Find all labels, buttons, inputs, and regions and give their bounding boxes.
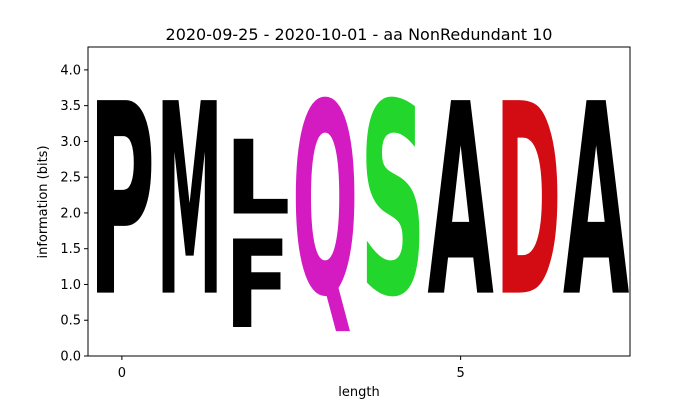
- logo-letter-d: D: [495, 49, 561, 356]
- logo-letter-l: L: [224, 119, 290, 238]
- plot-area: P M FL Q S A D A 0.0 0.5 1.0 1.5 2.0 2.5 3.0 3.5 4.0 0 5: [60, 46, 631, 381]
- plot-frame: [87, 46, 631, 357]
- logo-letter-p: P: [89, 48, 155, 356]
- y-tick-label: 1.5: [60, 242, 81, 257]
- y-axis-label: information (bits): [36, 145, 51, 258]
- x-tick-label: 0: [118, 366, 126, 381]
- logo-letter-s: S: [360, 47, 426, 355]
- y-tick-label: 3.0: [60, 135, 81, 150]
- logo-letter-f: F: [224, 214, 290, 355]
- y-tick-label: 1.0: [60, 278, 81, 293]
- logo-letter-m: M: [156, 49, 222, 356]
- logo-letter-a: A: [427, 49, 493, 356]
- y-tick-label: 3.5: [60, 99, 81, 114]
- y-tick-label: 2.5: [60, 171, 81, 186]
- logo-letters: P M FL Q S A D A: [89, 47, 630, 356]
- y-tick-label: 0.5: [60, 314, 81, 329]
- logo-letter-q: Q: [292, 47, 358, 355]
- y-tick-label: 2.0: [60, 206, 81, 221]
- logo-letter-a: A: [563, 49, 629, 356]
- chart-title: 2020-09-25 - 2020-10-01 - aa NonRedundan…: [166, 25, 553, 44]
- x-axis-label: length: [338, 385, 379, 400]
- y-tick-label: 4.0: [60, 63, 81, 78]
- x-tick-label: 5: [456, 366, 464, 381]
- y-tick-label: 0.0: [60, 350, 81, 365]
